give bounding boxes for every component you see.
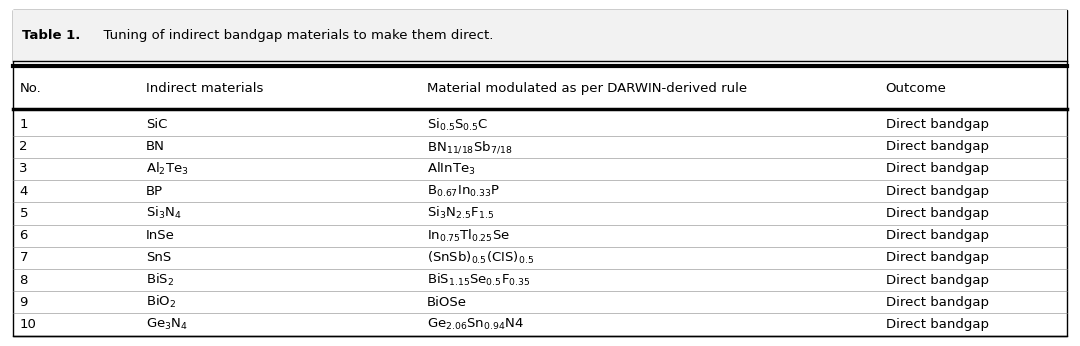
Text: Direct bandgap: Direct bandgap (886, 251, 988, 264)
Text: $\mathrm{Ge_3N_4}$: $\mathrm{Ge_3N_4}$ (146, 317, 188, 332)
Text: BiOSe: BiOSe (427, 296, 467, 309)
Text: Table 1.: Table 1. (22, 29, 80, 42)
Text: SnS: SnS (146, 251, 171, 264)
Text: $\mathrm{BiO_2}$: $\mathrm{BiO_2}$ (146, 294, 176, 310)
Text: Direct bandgap: Direct bandgap (886, 163, 988, 175)
Text: $\mathrm{BiS_2}$: $\mathrm{BiS_2}$ (146, 272, 174, 288)
Text: 6: 6 (19, 229, 28, 242)
Text: 4: 4 (19, 185, 28, 198)
Bar (13, 10, 1067, 61)
Text: Direct bandgap: Direct bandgap (886, 274, 988, 286)
Text: $\mathrm{Si_{0.5}S_{0.5}C}$: $\mathrm{Si_{0.5}S_{0.5}C}$ (427, 117, 488, 133)
Text: $\mathrm{Si_3N_{2.5}F_{1.5}}$: $\mathrm{Si_3N_{2.5}F_{1.5}}$ (427, 206, 494, 221)
Text: Outcome: Outcome (886, 82, 946, 95)
Text: 8: 8 (19, 274, 28, 286)
Text: 2: 2 (19, 140, 28, 153)
Text: $\mathrm{Al_2Te_3}$: $\mathrm{Al_2Te_3}$ (146, 161, 188, 177)
Text: 5: 5 (19, 207, 28, 220)
Text: 10: 10 (19, 318, 37, 331)
Text: 7: 7 (19, 251, 28, 264)
Text: 1: 1 (19, 118, 28, 131)
Text: 9: 9 (19, 296, 28, 309)
Text: $\mathrm{BN_{11/18}Sb_{7/18}}$: $\mathrm{BN_{11/18}Sb_{7/18}}$ (427, 139, 512, 155)
Text: Direct bandgap: Direct bandgap (886, 185, 988, 198)
Text: $\mathrm{Ge_{2.06}Sn_{0.94}N4}$: $\mathrm{Ge_{2.06}Sn_{0.94}N4}$ (427, 317, 524, 332)
Text: 3: 3 (19, 163, 28, 175)
Text: $\mathrm{AlInTe_3}$: $\mathrm{AlInTe_3}$ (427, 161, 475, 177)
Text: $\mathrm{In_{0.75}Tl_{0.25}Se}$: $\mathrm{In_{0.75}Tl_{0.25}Se}$ (427, 228, 510, 244)
Text: Direct bandgap: Direct bandgap (886, 118, 988, 131)
Text: InSe: InSe (146, 229, 175, 242)
Text: Indirect materials: Indirect materials (146, 82, 264, 95)
Text: Direct bandgap: Direct bandgap (886, 296, 988, 309)
Text: $\mathrm{Si_3N_4}$: $\mathrm{Si_3N_4}$ (146, 206, 181, 221)
Text: Direct bandgap: Direct bandgap (886, 207, 988, 220)
Text: $\mathrm{B_{0.67}In_{0.33}P}$: $\mathrm{B_{0.67}In_{0.33}P}$ (427, 184, 500, 199)
Text: SiC: SiC (146, 118, 167, 131)
Text: BN: BN (146, 140, 164, 153)
Text: Direct bandgap: Direct bandgap (886, 140, 988, 153)
Text: BP: BP (146, 185, 163, 198)
Text: Material modulated as per DARWIN-derived rule: Material modulated as per DARWIN-derived… (427, 82, 746, 95)
Text: No.: No. (19, 82, 41, 95)
Text: $\mathrm{BiS_{1.15}Se_{0.5}F_{0.35}}$: $\mathrm{BiS_{1.15}Se_{0.5}F_{0.35}}$ (427, 272, 530, 288)
Text: Tuning of indirect bandgap materials to make them direct.: Tuning of indirect bandgap materials to … (95, 29, 494, 42)
Text: Direct bandgap: Direct bandgap (886, 318, 988, 331)
Text: $\mathrm{(SnSb)_{0.5}(CIS)_{0.5}}$: $\mathrm{(SnSb)_{0.5}(CIS)_{0.5}}$ (427, 250, 534, 266)
Text: Direct bandgap: Direct bandgap (886, 229, 988, 242)
